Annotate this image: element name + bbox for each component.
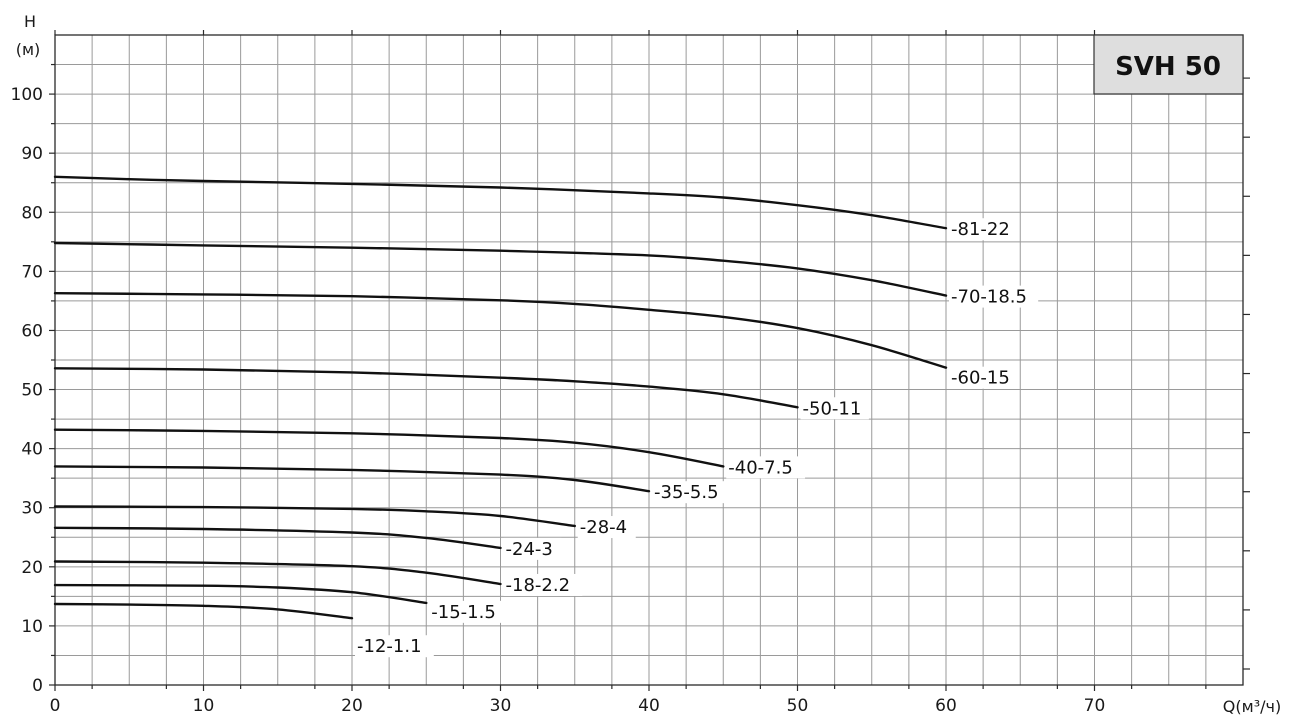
curve-35-5_5 xyxy=(53,465,651,493)
curve-label: -70-18.5 xyxy=(951,287,1027,308)
title-box: SVH 50 xyxy=(1093,34,1244,95)
curve-label-bg xyxy=(503,537,562,560)
x-axis-label: Q(м³/ч) xyxy=(1223,697,1281,716)
curve-label: -18-2.2 xyxy=(506,575,571,596)
curve-60-15 xyxy=(53,292,948,369)
curve-label: -40-7.5 xyxy=(728,457,793,478)
x-tick-label: 0 xyxy=(50,696,61,716)
curve-label-bg xyxy=(503,573,583,596)
x-tick-label: 50 xyxy=(787,696,809,716)
y-tick-label: 60 xyxy=(21,321,43,341)
y-tick-label: 40 xyxy=(21,440,43,460)
grid xyxy=(55,35,1243,685)
x-tick-label: 60 xyxy=(935,696,957,716)
curve-12-1_1 xyxy=(53,602,354,620)
y-tick-label: 10 xyxy=(21,617,43,637)
curve-label: -28-4 xyxy=(580,517,627,538)
title-box-bg xyxy=(1093,34,1244,95)
curve-label: -24-3 xyxy=(506,539,553,560)
y-tick-label: 20 xyxy=(21,558,43,578)
curve-label: -81-22 xyxy=(951,219,1010,240)
curve-50-11 xyxy=(53,367,799,409)
plot-frame xyxy=(54,34,1244,686)
curve-label: -12-1.1 xyxy=(357,636,422,657)
y-tick-label: 90 xyxy=(21,144,43,164)
curve-81-22 xyxy=(53,175,948,230)
curve-label-bg xyxy=(577,516,636,539)
curve-label-bg xyxy=(355,635,434,658)
y-tick-label: 100 xyxy=(11,85,43,105)
x-tick-label: 10 xyxy=(193,696,215,716)
curve-24-3 xyxy=(53,526,502,550)
y-axis-label-unit: (м) xyxy=(16,40,41,59)
y-axis-label-h: H xyxy=(24,12,36,31)
curve-label-bg xyxy=(949,366,1018,389)
axis-ticks: 0 10 20 30 40 50 60 70 0 10 20 30 40 50 60 70 80 90 100 xyxy=(11,30,1250,716)
curve-label-bg xyxy=(429,600,509,623)
y-tick-label: 50 xyxy=(21,381,43,401)
y-tick-label: 0 xyxy=(32,676,43,696)
x-tick-label: 30 xyxy=(490,696,512,716)
x-tick-label: 70 xyxy=(1084,696,1106,716)
curve-label-bg xyxy=(800,397,869,420)
curve-70-18_5 xyxy=(53,241,948,297)
y-tick-label: 30 xyxy=(21,499,43,519)
curve-15-1_5 xyxy=(53,583,428,605)
curve-label-bg xyxy=(726,456,806,479)
curve-label-bg xyxy=(652,481,731,504)
y-tick-label: 80 xyxy=(21,203,43,223)
x-tick-label: 20 xyxy=(341,696,363,716)
chart-title: SVH 50 xyxy=(1115,52,1221,82)
curve-40-7_5 xyxy=(53,428,725,468)
curve-28-4 xyxy=(53,505,576,528)
curve-label: -60-15 xyxy=(951,368,1010,389)
curve-label-bg xyxy=(949,218,1018,241)
curve-label: -50-11 xyxy=(803,398,862,419)
x-tick-label: 40 xyxy=(638,696,660,716)
curve-label: -15-1.5 xyxy=(431,602,496,623)
y-tick-label: 70 xyxy=(21,262,43,282)
curve-18-2_2 xyxy=(53,560,502,586)
curves xyxy=(53,175,948,620)
curve-label-bg xyxy=(949,285,1039,308)
curve-label: -35-5.5 xyxy=(654,482,719,503)
curve-labels: -81-22 -70-18.5 -60-15 -50-11 -40-7.5 -35-5.5… xyxy=(355,218,1039,658)
